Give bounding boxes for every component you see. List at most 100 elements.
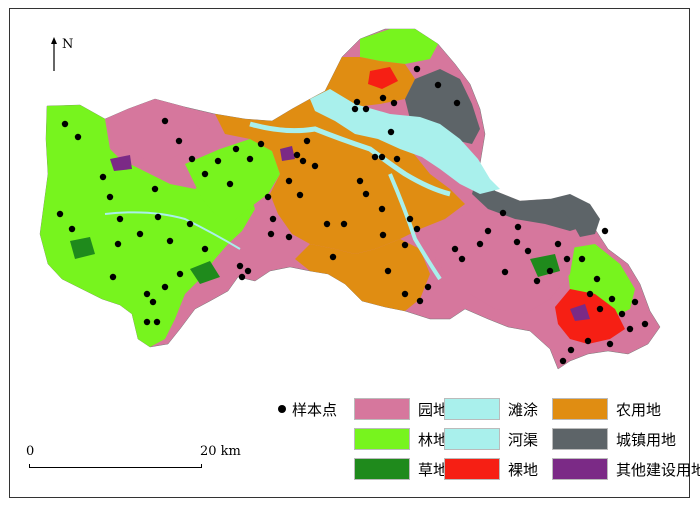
sample-point: [68, 225, 76, 233]
urban-zone-east: [472, 164, 592, 231]
sample-point: [424, 283, 432, 291]
legend-other-construction: 其他建设用地: [552, 458, 700, 480]
sample-point: [608, 295, 616, 303]
sample-point: [161, 283, 169, 291]
sample-point: [246, 155, 254, 163]
grass-patch-1: [70, 237, 95, 259]
sample-point: [546, 267, 554, 275]
sample-point: [61, 120, 69, 128]
forest-patch-ne: [360, 29, 438, 64]
legend-grass: 草地: [354, 458, 448, 480]
sample-point: [151, 185, 159, 193]
legend-bare: 裸地: [444, 458, 538, 480]
sample-point: [236, 262, 244, 270]
sample-point: [586, 290, 594, 298]
sample-point: [390, 99, 398, 107]
legend-swatch: [354, 458, 410, 480]
scale-start-label: 0: [26, 444, 35, 459]
sample-points: [56, 65, 649, 365]
legend-sample-point: 样本点: [278, 398, 337, 420]
sample-point: [267, 230, 275, 238]
sample-point: [401, 290, 409, 298]
sample-point: [584, 337, 592, 345]
sample-point: [533, 277, 541, 285]
sample-point: [631, 298, 639, 306]
sample-point: [244, 267, 252, 275]
sample-point: [596, 305, 604, 313]
sample-point: [285, 233, 293, 241]
sample-point: [578, 255, 586, 263]
sample-point: [393, 155, 401, 163]
legend-swatch: [354, 398, 410, 420]
sample-point: [201, 170, 209, 178]
river-west: [104, 211, 241, 250]
sample-point: [499, 209, 507, 217]
sample-point: [362, 190, 370, 198]
sample-point: [153, 318, 161, 326]
north-arrow-icon: [51, 37, 57, 71]
sample-point: [356, 177, 364, 185]
sample-point: [109, 273, 117, 281]
forest-zone-west: [40, 105, 255, 347]
sample-point: [238, 273, 246, 281]
garden-zone-se: [435, 209, 575, 314]
sample-point: [154, 213, 162, 221]
legend-swatch: [444, 398, 500, 420]
sample-point: [378, 205, 386, 213]
forest-patch-center: [185, 139, 280, 224]
legend-garden: 园地: [354, 398, 448, 420]
sample-point: [175, 137, 183, 145]
sample-point: [601, 227, 609, 235]
sample-point: [188, 155, 196, 163]
sample-point: [641, 320, 649, 328]
sample-point: [453, 99, 461, 107]
river-branch: [388, 173, 442, 281]
sample-point: [554, 240, 562, 248]
legend-forest: 林地: [354, 428, 448, 450]
other-construction-3: [280, 146, 295, 161]
sample-point: [451, 245, 459, 253]
legend-label: 样本点: [292, 400, 338, 419]
sample-point: [186, 220, 194, 228]
sample-point: [285, 177, 293, 185]
sample-point: [340, 220, 348, 228]
sample-point: [293, 151, 301, 159]
sample-point: [311, 162, 319, 170]
sample-point: [379, 94, 387, 102]
legend-mudflat: 滩涂: [444, 398, 538, 420]
sample-point: [524, 247, 532, 255]
legend-swatch: [552, 398, 608, 420]
sample-point: [371, 153, 379, 161]
sample-point: [362, 105, 370, 113]
sample-point: [323, 220, 331, 228]
legend-label: 农用地: [616, 400, 662, 419]
sample-point: [353, 98, 361, 106]
sample-point: [116, 215, 124, 223]
legend-swatch: [354, 428, 410, 450]
sample-point: [136, 230, 144, 238]
sample-point: [201, 245, 209, 253]
north-label: N: [62, 37, 74, 52]
legend-label: 滩涂: [508, 400, 539, 419]
sample-point: [618, 310, 626, 318]
sample-point: [99, 173, 107, 181]
sample-point: [413, 225, 421, 233]
legend-label: 林地: [418, 430, 449, 449]
legend: 样本点 园地 滩涂 农用地 林地 河渠 城镇用地 草地 裸地 其他建设用地: [270, 396, 700, 486]
sample-point: [484, 227, 492, 235]
legend-farmland: 农用地: [552, 398, 661, 420]
grass-patch-2: [190, 261, 220, 284]
legend-urban: 城镇用地: [552, 428, 676, 450]
sample-point: [214, 157, 222, 165]
sample-point: [114, 240, 122, 248]
sample-point: [406, 215, 414, 223]
sample-point-icon: [278, 405, 286, 413]
sample-point: [143, 290, 151, 298]
sample-point: [149, 298, 157, 306]
sample-point: [387, 128, 395, 136]
sample-point: [351, 105, 359, 113]
sample-point: [257, 140, 265, 148]
sample-point: [176, 270, 184, 278]
sample-point: [626, 325, 634, 333]
legend-river: 河渠: [444, 428, 538, 450]
